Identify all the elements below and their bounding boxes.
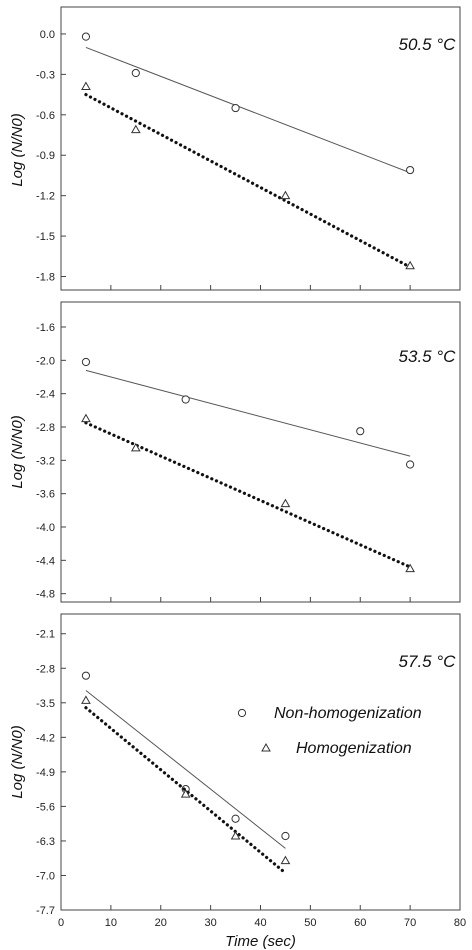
temperature-label: 57.5 °C bbox=[399, 652, 457, 671]
homogenization-fit-line bbox=[84, 706, 288, 875]
y-tick-label: -1.2 bbox=[36, 191, 55, 203]
y-tick-label: -3.2 bbox=[36, 455, 55, 467]
y-tick-label: -0.3 bbox=[36, 69, 55, 81]
y-axis-label: Log (N/N0) bbox=[9, 725, 26, 798]
non-homogenization-point bbox=[81, 32, 91, 41]
non-homogenization-point bbox=[356, 427, 365, 436]
y-tick-label: -1.8 bbox=[36, 272, 55, 284]
y-tick-label: -4.2 bbox=[36, 732, 55, 744]
legend: Non-homogenization Homogenization bbox=[237, 705, 422, 757]
y-axis-label: Log (N/N0) bbox=[9, 113, 26, 186]
panel-3: 0 10 20 30 40 50 60 70 80 -2.1 -2.8 -3.5 -4.2 -4.9 -5.… bbox=[9, 613, 466, 950]
y-tick-label: -4.8 bbox=[36, 589, 55, 601]
x-tick-label: 50 bbox=[304, 917, 316, 929]
non-homogenization-point bbox=[81, 357, 91, 367]
y-tick-label: -5.6 bbox=[36, 801, 55, 813]
non-homogenization-point bbox=[406, 460, 415, 469]
y-tick-label: -4.0 bbox=[36, 522, 55, 534]
y-tick-label: -2.8 bbox=[36, 422, 55, 434]
legend-label: Non-homogenization bbox=[274, 705, 422, 722]
homogenization-point bbox=[280, 190, 291, 200]
legend-label: Homogenization bbox=[296, 740, 412, 757]
non-homogenization-point bbox=[406, 165, 415, 175]
y-tick-label: -4.9 bbox=[36, 767, 55, 779]
x-tick-label: 40 bbox=[254, 917, 266, 929]
homogenization-point bbox=[280, 498, 291, 508]
homogenization-point bbox=[230, 830, 241, 840]
x-tick-label: 0 bbox=[58, 917, 64, 929]
y-tick-label: -0.6 bbox=[36, 110, 55, 122]
y-tick-label: -2.0 bbox=[36, 355, 55, 367]
legend-triangle-marker bbox=[261, 742, 271, 752]
y-tick-label: -1.5 bbox=[36, 231, 55, 243]
homogenization-fit-line bbox=[84, 92, 412, 269]
y-tick-label: -1.6 bbox=[36, 322, 55, 334]
x-tick-label: 20 bbox=[155, 917, 167, 929]
x-tick-label: 60 bbox=[354, 917, 366, 929]
x-tick-label: 70 bbox=[404, 917, 416, 929]
homogenization-point bbox=[280, 855, 291, 865]
non-homogenization-point bbox=[131, 68, 140, 78]
x-tick-label: 80 bbox=[454, 917, 466, 929]
panel-2: -1.6 -2.0 -2.4 -2.8 -3.2 -3.6 -4.0 -4.4 -4.8 Log … bbox=[9, 301, 461, 603]
temperature-label: 50.5 °C bbox=[399, 35, 457, 54]
non-homogenization-fit-line bbox=[85, 369, 411, 457]
homogenization-point bbox=[81, 695, 91, 704]
homogenization-point bbox=[405, 563, 415, 573]
y-tick-label: -3.6 bbox=[36, 489, 55, 501]
homogenization-point bbox=[81, 81, 91, 91]
y-tick-label: -4.4 bbox=[36, 555, 55, 567]
homogenization-fit-line bbox=[84, 421, 412, 569]
temperature-label: 53.5 °C bbox=[399, 347, 457, 366]
y-tick-label: -2.1 bbox=[36, 629, 55, 641]
y-axis-label: Log (N/N0) bbox=[9, 415, 26, 488]
homogenization-point bbox=[130, 442, 141, 452]
y-tick-label: -2.4 bbox=[36, 389, 55, 401]
non-homogenization-point bbox=[281, 831, 290, 841]
legend-circle-marker bbox=[237, 708, 247, 718]
non-homogenization-point bbox=[81, 671, 91, 680]
homogenization-point bbox=[405, 260, 415, 270]
panel-1: 0.0 -0.3 -0.6 -0.9 -1.2 -1.5 -1.8 Log (N/N0) 50.… bbox=[9, 6, 461, 291]
non-homogenization-fit-line bbox=[85, 690, 286, 849]
x-axis-label: Time (sec) bbox=[225, 933, 296, 950]
y-tick-label: 0.0 bbox=[40, 29, 55, 41]
y-tick-label: -6.3 bbox=[36, 836, 55, 848]
y-tick-label: -7.7 bbox=[36, 905, 55, 917]
homogenization-point bbox=[81, 413, 91, 423]
non-homogenization-point bbox=[231, 814, 240, 823]
y-tick-label: -7.0 bbox=[36, 870, 55, 882]
homogenization-point bbox=[180, 789, 191, 798]
non-homogenization-fit-line bbox=[85, 46, 411, 174]
homogenization-point bbox=[130, 124, 141, 134]
y-tick-label: -3.5 bbox=[36, 698, 55, 710]
y-tick-label: -0.9 bbox=[36, 150, 55, 162]
non-homogenization-point bbox=[231, 103, 240, 113]
x-tick-label: 30 bbox=[205, 917, 217, 929]
y-tick-label: -2.8 bbox=[36, 663, 55, 675]
non-homogenization-point bbox=[181, 395, 190, 404]
x-tick-label: 10 bbox=[105, 917, 117, 929]
